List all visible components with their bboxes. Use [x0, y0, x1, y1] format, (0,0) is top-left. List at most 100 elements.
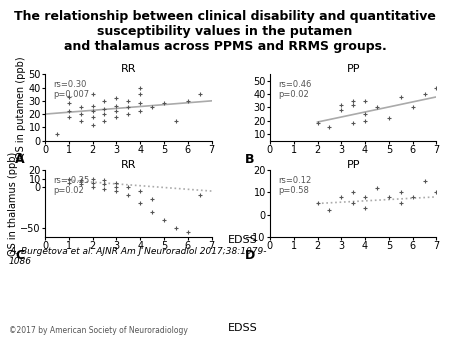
Point	[137, 92, 144, 97]
Text: B: B	[245, 152, 254, 166]
Text: C: C	[15, 248, 24, 262]
Point	[113, 103, 120, 109]
Point	[374, 185, 381, 191]
Point	[385, 194, 392, 199]
Point	[89, 109, 96, 114]
Point	[101, 98, 108, 103]
Text: AMERICAN JOURNAL OF NEURORADIOLOGY: AMERICAN JOURNAL OF NEURORADIOLOGY	[288, 311, 405, 316]
Point	[77, 112, 84, 117]
Point	[89, 103, 96, 109]
Point	[350, 98, 357, 103]
Text: EDSS: EDSS	[228, 235, 258, 245]
Point	[89, 114, 96, 119]
Point	[338, 107, 345, 113]
Point	[137, 101, 144, 106]
Point	[65, 180, 72, 186]
Title: PP: PP	[346, 160, 360, 170]
Text: AJNR: AJNR	[309, 276, 384, 300]
Point	[184, 98, 191, 103]
Text: rs=0.30
p=0.007: rs=0.30 p=0.007	[54, 80, 90, 99]
Point	[196, 92, 203, 97]
Point	[326, 125, 333, 130]
Point	[89, 184, 96, 190]
Point	[125, 105, 132, 110]
Point	[361, 118, 369, 123]
Point	[125, 112, 132, 117]
Text: ©2017 by American Society of Neuroradiology: ©2017 by American Society of Neuroradiol…	[9, 325, 188, 335]
Point	[350, 102, 357, 107]
Point	[65, 94, 72, 100]
Point	[113, 114, 120, 119]
Point	[409, 194, 416, 199]
Point	[148, 197, 156, 202]
Point	[361, 112, 369, 117]
Point	[137, 85, 144, 90]
Point	[113, 188, 120, 194]
Point	[421, 92, 428, 97]
Point	[125, 184, 132, 190]
Point	[65, 101, 72, 106]
Point	[361, 205, 369, 211]
Point	[421, 179, 428, 184]
Point	[314, 121, 321, 126]
Point	[409, 105, 416, 110]
Point	[101, 177, 108, 183]
Text: rs=0.46
p=0.02: rs=0.46 p=0.02	[278, 80, 311, 99]
Title: RR: RR	[121, 160, 136, 170]
Point	[385, 115, 392, 121]
Point	[77, 182, 84, 187]
Point	[89, 122, 96, 127]
Point	[160, 217, 167, 223]
Point	[397, 201, 405, 206]
Point	[77, 105, 84, 110]
Point	[77, 177, 84, 183]
Point	[77, 118, 84, 123]
Text: rs=0.12
p=0.58: rs=0.12 p=0.58	[278, 176, 311, 195]
Text: A. Burgetova et al. AJNR Am J Neuroradiol 2017;38:1079-
1086: A. Burgetova et al. AJNR Am J Neuroradio…	[9, 247, 266, 266]
Point	[361, 194, 369, 199]
Point	[172, 226, 180, 231]
Point	[65, 114, 72, 119]
Y-axis label: QS in putamen (ppb): QS in putamen (ppb)	[16, 56, 26, 159]
Point	[113, 96, 120, 101]
Point	[113, 184, 120, 190]
Point	[89, 92, 96, 97]
Text: rs=-0.25
p=0.02: rs=-0.25 p=0.02	[54, 176, 90, 195]
Point	[137, 109, 144, 114]
Point	[160, 101, 167, 106]
Point	[101, 182, 108, 187]
Point	[433, 85, 440, 90]
Point	[125, 98, 132, 103]
Point	[374, 105, 381, 110]
Point	[338, 194, 345, 199]
Point	[397, 94, 405, 100]
Text: The relationship between clinical disability and quantitative susceptibility val: The relationship between clinical disabi…	[14, 10, 436, 53]
Point	[350, 190, 357, 195]
Point	[101, 118, 108, 123]
Point	[338, 102, 345, 107]
Title: RR: RR	[121, 64, 136, 74]
Point	[113, 180, 120, 186]
Point	[89, 176, 96, 182]
Point	[172, 118, 180, 123]
Title: PP: PP	[346, 64, 360, 74]
Point	[148, 105, 156, 110]
Point	[350, 121, 357, 126]
Text: A: A	[15, 152, 25, 166]
Y-axis label: QS in thalamus (ppb): QS in thalamus (ppb)	[8, 151, 18, 256]
Point	[89, 180, 96, 186]
Point	[361, 98, 369, 103]
Point	[137, 188, 144, 194]
Point	[350, 201, 357, 206]
Point	[314, 201, 321, 206]
Point	[113, 109, 120, 114]
Point	[53, 131, 60, 137]
Point	[196, 193, 203, 198]
Point	[65, 176, 72, 182]
Text: EDSS: EDSS	[228, 323, 258, 333]
Point	[101, 112, 108, 117]
Text: D: D	[245, 248, 255, 262]
Point	[397, 190, 405, 195]
Point	[326, 208, 333, 213]
Point	[101, 106, 108, 112]
